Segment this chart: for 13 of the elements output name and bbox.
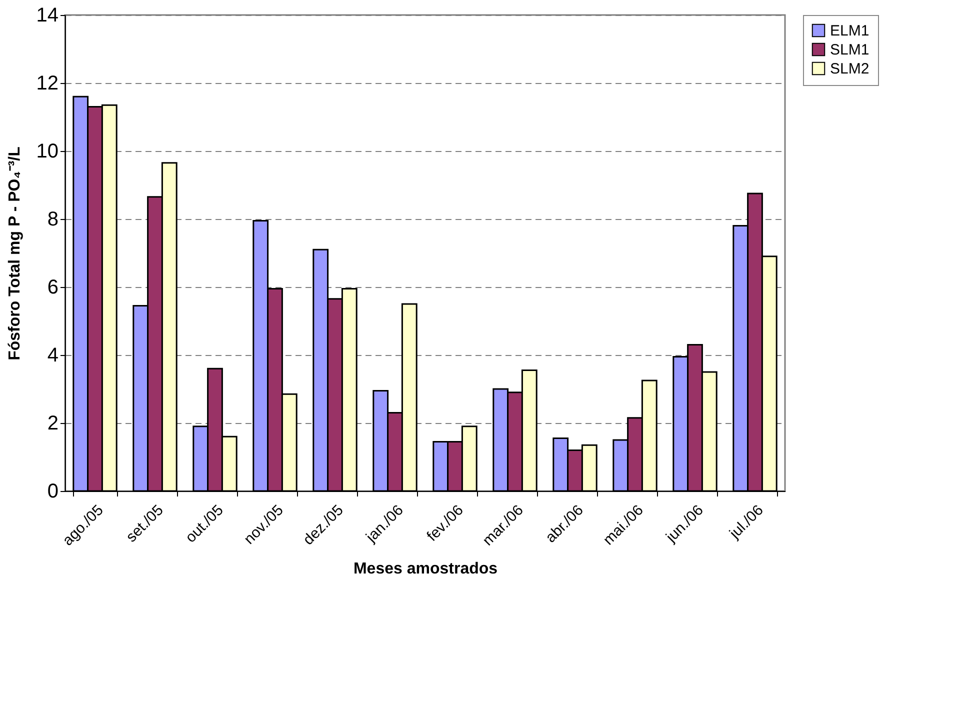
y-tick-label: 6	[47, 276, 58, 298]
y-axis-title: Fósforo Total mg P - PO₄⁻³/L	[6, 146, 24, 360]
y-tick-label: 10	[36, 140, 58, 162]
x-axis-title: Meses amostrados	[353, 560, 498, 578]
y-tick-label: 12	[36, 72, 58, 94]
y-tick-label: 8	[47, 208, 58, 230]
legend-label: SLM1	[830, 42, 870, 58]
y-tick-label: 14	[36, 4, 58, 26]
legend-label: SLM2	[830, 60, 870, 78]
legend-label: ELM1	[830, 22, 870, 40]
y-tick-label: 0	[47, 480, 58, 502]
y-tick-label: 2	[47, 412, 58, 434]
y-tick-label: 4	[47, 344, 58, 366]
